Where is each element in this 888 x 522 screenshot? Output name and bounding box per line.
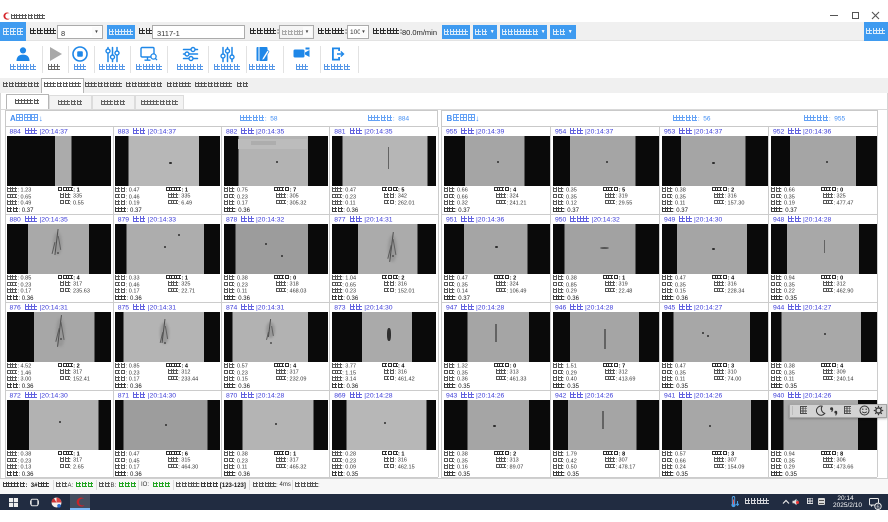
svg-text:6: 6 [876,504,879,510]
